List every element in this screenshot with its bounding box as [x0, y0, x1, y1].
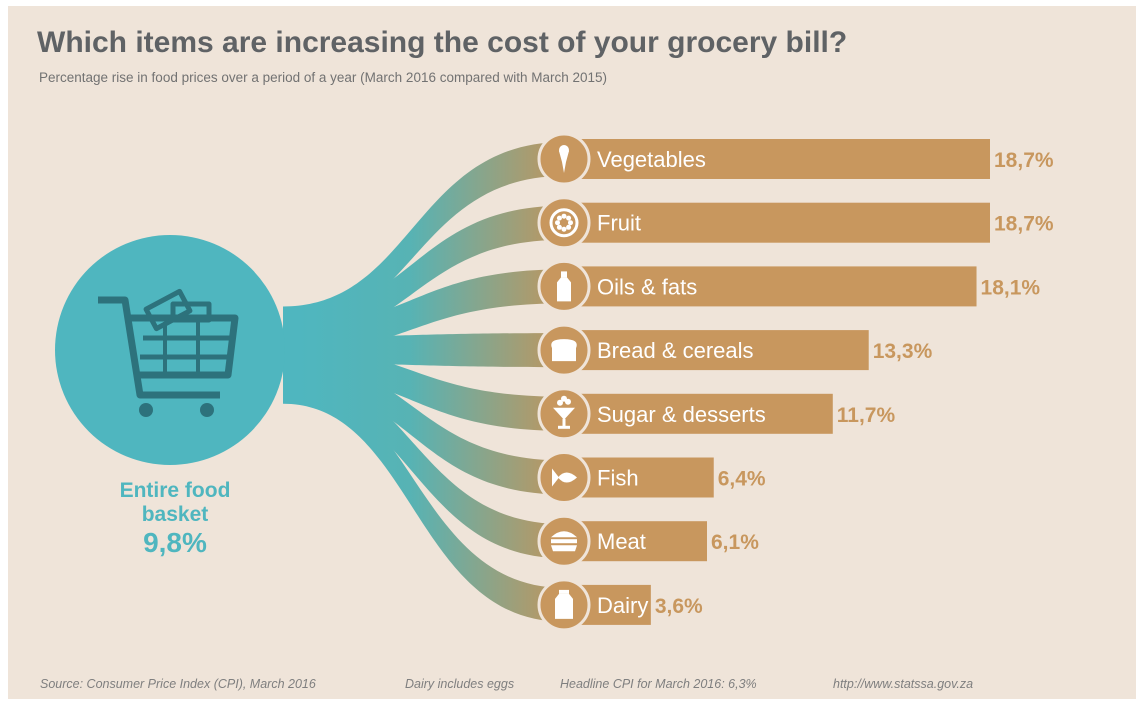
category-label: Sugar & desserts [597, 402, 766, 427]
category-label: Vegetables [597, 147, 706, 172]
basket-label-line2: basket [141, 503, 209, 526]
flow-connector [283, 269, 564, 353]
flow-connector [283, 205, 564, 343]
page-title: Which items are increasing the cost of y… [37, 26, 848, 59]
bottle-icon [537, 259, 591, 313]
bread-icon [537, 323, 591, 377]
bar-sugar-desserts [555, 393, 833, 434]
value-label: 6,4% [718, 468, 766, 491]
value-label: 6,1% [711, 531, 759, 554]
category-label: Meat [597, 529, 646, 554]
fruit-icon [537, 196, 591, 250]
basket-label-line1: Entire food [119, 479, 231, 502]
category-label: Dairy [597, 593, 648, 618]
basket-label: Entire food basket 9,8% [60, 479, 290, 559]
basket-value: 9,8% [143, 527, 207, 558]
vegetable-icon [537, 132, 591, 186]
flow-connector [283, 347, 564, 431]
footer-headline: Headline CPI for March 2016: 6,3% [560, 677, 757, 691]
value-label: 3,6% [655, 595, 703, 618]
bar-vegetables [555, 139, 990, 179]
value-label: 18,7% [994, 213, 1054, 236]
value-label: 13,3% [873, 340, 933, 363]
meat-icon [537, 514, 591, 568]
category-label: Oils & fats [597, 274, 697, 299]
milk-icon [537, 578, 591, 632]
footer-url: http://www.statssa.gov.za [833, 677, 974, 691]
bar-oils-fats [555, 266, 977, 307]
bar-bread-cereals [555, 330, 869, 371]
footer-note: Dairy includes eggs [405, 677, 515, 691]
fish-icon [537, 451, 591, 504]
category-label: Bread & cereals [597, 338, 754, 363]
flow-connector [283, 142, 564, 333]
value-label: 18,1% [981, 276, 1041, 299]
flow-connector [283, 367, 564, 559]
page-subtitle: Percentage rise in food prices over a pe… [39, 70, 608, 85]
bar-fruit [555, 202, 990, 243]
value-label: 18,7% [994, 149, 1054, 172]
value-label: 11,7% [837, 404, 896, 427]
footer-source: Source: Consumer Price Index (CPI), Marc… [40, 677, 316, 691]
flow-connector [283, 377, 564, 622]
category-label: Fruit [597, 211, 641, 236]
category-label: Fish [597, 466, 639, 491]
shopping-cart-icon [55, 235, 285, 465]
dessert-icon [537, 387, 591, 441]
